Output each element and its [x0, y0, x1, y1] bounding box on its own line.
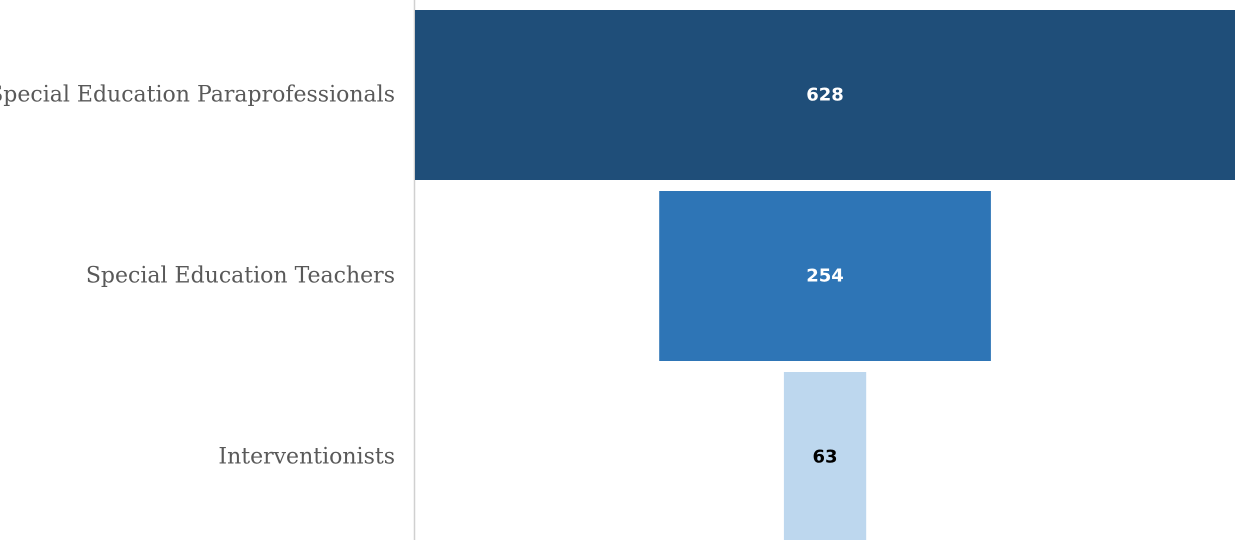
bar-value-label: 254 — [806, 266, 844, 287]
category-label: Special Education Paraprofessionals — [0, 83, 395, 108]
bars-layer — [415, 10, 1235, 540]
funnel-bar — [783, 372, 867, 540]
category-label: Special Education Teachers — [86, 264, 395, 289]
labels-layer: 628 Special Education Paraprofessionals 25… — [0, 83, 844, 470]
bar-value-label: 63 — [812, 447, 837, 468]
funnel-bar — [415, 10, 1235, 180]
funnel-bar — [659, 191, 991, 361]
bar-value-label: 628 — [806, 85, 844, 106]
category-label: Interventionists — [218, 445, 395, 470]
